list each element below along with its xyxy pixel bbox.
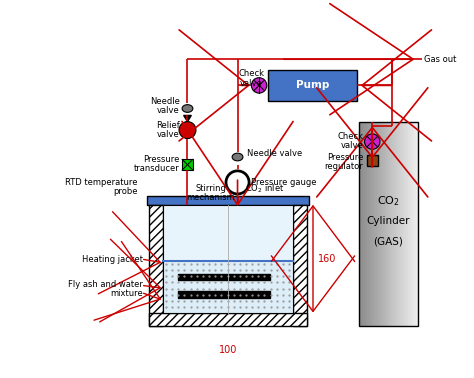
Bar	[398, 122, 401, 327]
Text: Heating jacket: Heating jacket	[82, 255, 143, 264]
Bar	[375, 122, 377, 327]
Ellipse shape	[232, 153, 243, 161]
Bar	[384, 122, 387, 327]
Bar	[396, 122, 399, 327]
Text: Needle: Needle	[150, 97, 180, 106]
Text: probe: probe	[113, 187, 137, 196]
Text: Relief: Relief	[156, 121, 180, 130]
Bar	[414, 122, 416, 327]
Bar	[163, 205, 293, 313]
Bar	[146, 195, 309, 205]
Text: Stirring: Stirring	[195, 184, 226, 193]
Bar	[392, 122, 395, 327]
Text: Check: Check	[337, 132, 363, 141]
Bar	[178, 291, 270, 297]
Text: Pressure gauge: Pressure gauge	[251, 178, 317, 187]
Text: Pump: Pump	[296, 81, 329, 90]
Bar	[367, 122, 369, 327]
Text: CO$_2$ inlet: CO$_2$ inlet	[245, 182, 284, 195]
Bar	[394, 122, 397, 327]
Text: Gas out: Gas out	[424, 55, 456, 64]
Bar	[391, 122, 393, 327]
Bar	[400, 122, 402, 327]
Bar	[373, 122, 375, 327]
Text: valve: valve	[157, 130, 180, 139]
Bar	[163, 261, 293, 313]
Bar	[371, 122, 373, 327]
Circle shape	[179, 122, 196, 138]
Text: Needle valve: Needle valve	[247, 149, 302, 158]
Circle shape	[226, 171, 249, 194]
Bar	[359, 122, 418, 327]
Bar	[408, 122, 410, 327]
Text: valve: valve	[240, 79, 263, 88]
Ellipse shape	[182, 105, 193, 112]
Bar	[293, 205, 307, 327]
Bar	[163, 205, 293, 261]
Bar	[389, 122, 391, 327]
Bar	[381, 122, 383, 327]
Text: 160: 160	[318, 254, 336, 263]
Bar	[149, 205, 163, 327]
Circle shape	[251, 78, 267, 93]
Text: RTD temperature: RTD temperature	[65, 178, 137, 187]
Bar	[359, 122, 362, 327]
Bar	[365, 122, 367, 327]
Text: (GAS): (GAS)	[374, 236, 403, 246]
Bar	[406, 122, 408, 327]
Bar	[369, 122, 371, 327]
Text: 100: 100	[219, 344, 237, 355]
Text: mixture: mixture	[110, 289, 143, 298]
Bar	[363, 122, 365, 327]
Bar	[182, 159, 193, 170]
Text: mechanism: mechanism	[186, 192, 235, 201]
Bar	[404, 122, 406, 327]
Text: valve: valve	[340, 141, 363, 150]
Bar	[402, 122, 404, 327]
Text: regulator: regulator	[324, 162, 363, 171]
Bar	[377, 122, 379, 327]
Bar	[379, 122, 381, 327]
Text: valve: valve	[157, 106, 180, 115]
Bar	[383, 122, 385, 327]
Bar	[412, 122, 414, 327]
Bar	[178, 274, 270, 280]
Polygon shape	[183, 115, 191, 122]
Bar	[367, 155, 378, 166]
Bar	[410, 122, 412, 327]
Bar	[416, 122, 418, 327]
Text: transducer: transducer	[134, 164, 180, 173]
Text: Check: Check	[238, 69, 264, 78]
Text: Pressure: Pressure	[327, 152, 363, 161]
Bar	[361, 122, 364, 327]
Text: CO$_2$: CO$_2$	[377, 194, 400, 208]
Bar	[149, 313, 307, 327]
Bar	[386, 122, 389, 327]
Text: Pressure: Pressure	[144, 155, 180, 164]
Text: Cylinder: Cylinder	[367, 215, 410, 226]
Bar	[268, 70, 357, 101]
Circle shape	[365, 134, 380, 149]
Text: Fly ash and water: Fly ash and water	[68, 280, 143, 288]
